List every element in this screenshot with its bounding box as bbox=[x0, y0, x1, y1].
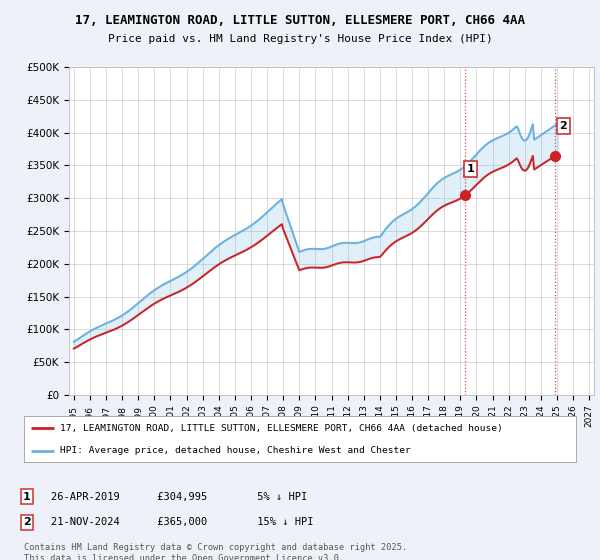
Text: 21-NOV-2024      £365,000        15% ↓ HPI: 21-NOV-2024 £365,000 15% ↓ HPI bbox=[51, 517, 314, 528]
Text: 17, LEAMINGTON ROAD, LITTLE SUTTON, ELLESMERE PORT, CH66 4AA (detached house): 17, LEAMINGTON ROAD, LITTLE SUTTON, ELLE… bbox=[60, 424, 503, 433]
Text: 1: 1 bbox=[466, 164, 474, 174]
Text: 2: 2 bbox=[559, 121, 567, 131]
Text: 26-APR-2019      £304,995        5% ↓ HPI: 26-APR-2019 £304,995 5% ↓ HPI bbox=[51, 492, 307, 502]
Text: 17, LEAMINGTON ROAD, LITTLE SUTTON, ELLESMERE PORT, CH66 4AA: 17, LEAMINGTON ROAD, LITTLE SUTTON, ELLE… bbox=[75, 14, 525, 27]
Text: 2: 2 bbox=[23, 517, 31, 528]
Text: Price paid vs. HM Land Registry's House Price Index (HPI): Price paid vs. HM Land Registry's House … bbox=[107, 34, 493, 44]
Text: HPI: Average price, detached house, Cheshire West and Chester: HPI: Average price, detached house, Ches… bbox=[60, 446, 410, 455]
Text: Contains HM Land Registry data © Crown copyright and database right 2025.
This d: Contains HM Land Registry data © Crown c… bbox=[24, 543, 407, 560]
Text: 1: 1 bbox=[23, 492, 31, 502]
